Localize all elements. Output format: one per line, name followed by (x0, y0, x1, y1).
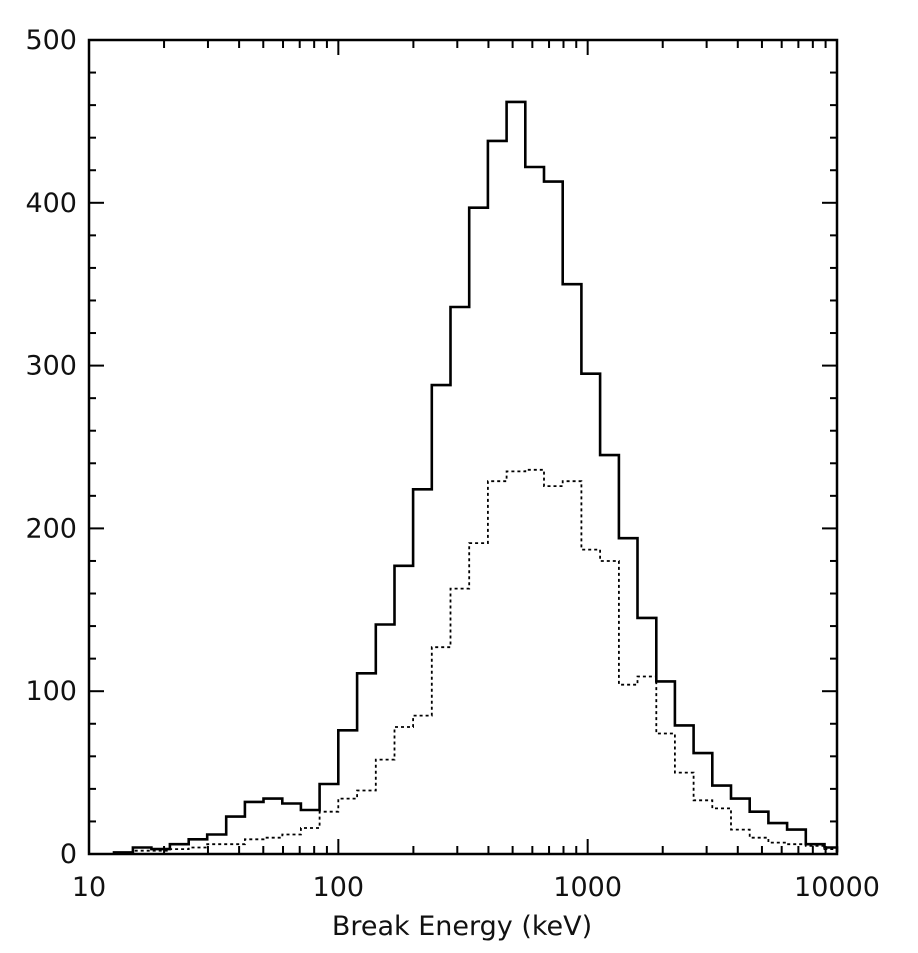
dotted-histogram-bin (638, 677, 657, 854)
dotted-histogram-bin (133, 851, 152, 854)
dotted-histogram-bin (207, 844, 226, 854)
dotted-histogram-bin (581, 550, 600, 854)
x-axis-title: Break Energy (keV) (332, 911, 592, 942)
dotted-histogram-bin (750, 838, 769, 854)
dotted-histogram-bin (432, 647, 451, 854)
dotted-histogram-bin (619, 685, 638, 854)
dotted-histogram-bin (488, 481, 507, 854)
x-tick-label: 10000 (794, 872, 880, 903)
dotted-histogram-bin (507, 471, 526, 854)
dotted-histogram-bin (825, 849, 837, 854)
dotted-histogram-bin (694, 800, 713, 854)
dotted-histogram-bin (376, 760, 395, 854)
dotted-histogram-bin (787, 844, 806, 854)
dotted-histogram-bin (806, 846, 825, 854)
y-tick-label: 500 (25, 25, 77, 56)
plot-frame (87, 38, 839, 856)
dotted-histogram-bin (282, 834, 301, 854)
dotted-histogram-bin (338, 799, 357, 854)
dotted-histogram-bin (320, 812, 339, 854)
series-layer (112, 100, 839, 855)
dotted-histogram-bin (226, 844, 245, 854)
tick-marks (88, 39, 837, 855)
dotted-histogram-bin (451, 589, 470, 854)
dotted-histogram-bin (656, 734, 675, 854)
dotted-histogram-bin (170, 849, 189, 854)
dotted-histogram-bin (563, 481, 582, 854)
dotted-histogram-bin (395, 727, 414, 854)
y-tick-label: 0 (60, 839, 77, 870)
dotted-histogram-bin (600, 561, 619, 854)
y-tick-label: 200 (25, 513, 77, 544)
dotted-histogram-bin (413, 716, 432, 854)
dotted-histogram-bin (189, 847, 208, 854)
dotted-histogram-bin (263, 838, 282, 854)
x-tick-label: 100 (313, 872, 365, 903)
tick-labels: 0 100 200 300 400 500 10 100 1000 10000 (25, 25, 880, 903)
dotted-histogram-bin (675, 773, 694, 854)
dotted-histogram-bin (544, 486, 563, 854)
dotted-histogram-bin (768, 843, 787, 854)
x-tick-label: 1000 (553, 872, 622, 903)
dotted-histogram-bin (301, 828, 320, 854)
y-tick-label: 400 (25, 188, 77, 219)
y-tick-label: 100 (25, 676, 77, 707)
solid-histogram-series (112, 100, 839, 854)
dotted-histogram-bin (245, 839, 264, 854)
dotted-histogram-bin (525, 470, 544, 854)
x-tick-label: 10 (72, 872, 106, 903)
dotted-histogram-bin (151, 851, 169, 854)
dotted-histogram-bin (731, 830, 750, 854)
dotted-histogram-bin (469, 543, 488, 854)
dotted-histogram-bin (712, 808, 731, 854)
y-tick-label: 300 (25, 351, 77, 382)
dotted-histogram-bin (357, 791, 376, 854)
dotted-histogram-series (114, 468, 838, 855)
